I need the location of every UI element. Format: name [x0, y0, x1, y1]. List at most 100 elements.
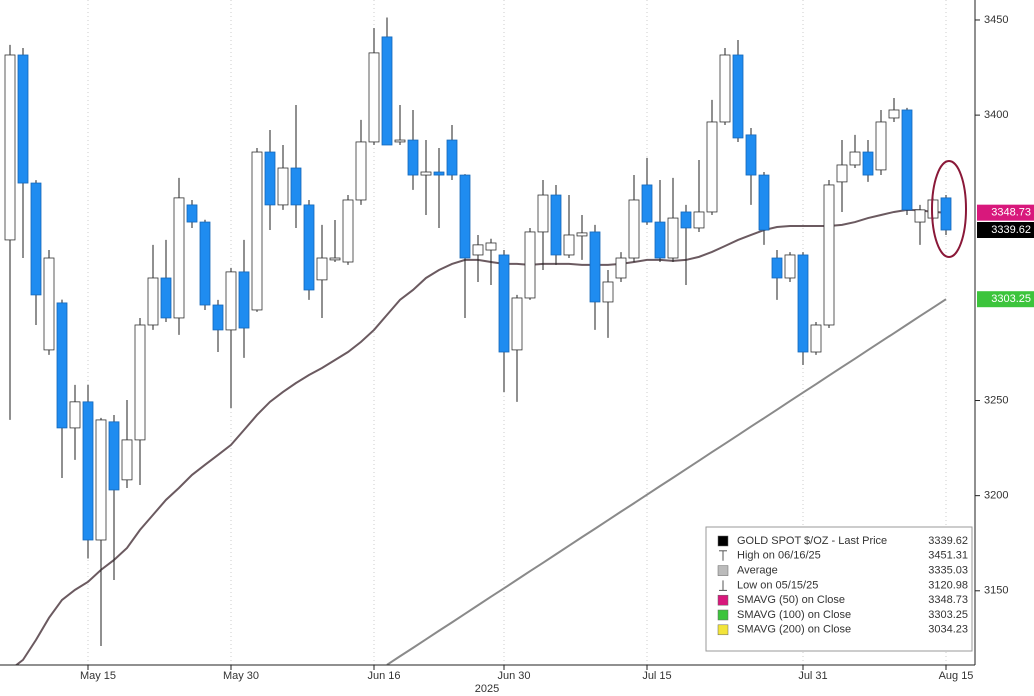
- candle-body: [459, 174, 471, 259]
- candle-body: [160, 277, 172, 319]
- candle-body: [329, 257, 341, 261]
- candle-body: [498, 254, 510, 353]
- candle-body: [342, 199, 354, 263]
- legend-label: Average: [737, 565, 778, 577]
- x-tick-label: Aug 15: [939, 670, 974, 682]
- legend-label: SMAVG (100) on Close: [737, 609, 851, 621]
- candle-body: [225, 271, 237, 331]
- candle-body: [472, 244, 484, 256]
- candle-body: [355, 141, 367, 201]
- legend-value: 3303.25: [928, 609, 968, 621]
- legend-value: 3348.73: [928, 594, 968, 606]
- candle-body: [914, 209, 926, 223]
- candle-body: [901, 109, 913, 211]
- candle-body: [238, 271, 250, 329]
- candles-layer: [4, 17, 952, 647]
- candle-body: [706, 121, 718, 213]
- candle-body: [784, 254, 796, 279]
- price-tag: [977, 291, 1034, 308]
- candle-body: [719, 54, 731, 123]
- candle-body: [732, 54, 744, 139]
- legend-label: GOLD SPOT $/OZ - Last Price: [737, 535, 887, 547]
- candle-body: [485, 242, 497, 251]
- candle-body: [745, 134, 757, 176]
- candle-body: [940, 197, 952, 231]
- candle-body: [95, 419, 107, 541]
- legend-box: [705, 526, 973, 652]
- legend-swatch: [717, 609, 729, 621]
- candle-body: [394, 139, 406, 143]
- y-tick-label: 3250: [984, 394, 1008, 406]
- highlight-ellipse: [931, 160, 967, 258]
- candle-body: [368, 52, 380, 143]
- candle-body: [108, 421, 120, 491]
- x-tick-label: Jul 31: [798, 670, 827, 682]
- candle-body: [17, 54, 29, 184]
- x-axis-year: 2025: [475, 683, 499, 695]
- candle-body: [251, 151, 263, 311]
- x-tick-label: Jul 15: [642, 670, 671, 682]
- legend-value: 3339.62: [928, 535, 968, 547]
- candle-body: [433, 171, 445, 176]
- candle-body: [4, 54, 16, 241]
- candle-body: [550, 194, 562, 256]
- candle-body: [381, 36, 393, 146]
- candle-body: [303, 204, 315, 291]
- candle-body: [654, 221, 666, 259]
- legend-swatch: [717, 594, 729, 606]
- legend-label: SMAVG (200) on Close: [737, 624, 851, 636]
- candle-body: [199, 221, 211, 306]
- candle-body: [758, 174, 770, 231]
- candle-body: [69, 401, 81, 429]
- legend-value: 3451.31: [928, 550, 968, 562]
- candle-body: [290, 167, 302, 206]
- candle-body: [186, 204, 198, 223]
- candle-body: [641, 184, 653, 223]
- y-tick-label: 3200: [984, 490, 1008, 502]
- candle-body: [667, 217, 679, 259]
- candle-body: [602, 281, 614, 303]
- legend-label: SMAVG (50) on Close: [737, 594, 845, 606]
- candle-body: [693, 211, 705, 229]
- price-tag: [977, 222, 1034, 239]
- candle-body: [264, 151, 276, 206]
- candle-body: [511, 297, 523, 351]
- candle-body: [121, 439, 133, 481]
- candle-body: [212, 304, 224, 331]
- price-tag-label: 3303.25: [991, 293, 1031, 305]
- candle-body: [173, 197, 185, 319]
- candle-body: [836, 164, 848, 183]
- candle-body: [134, 324, 146, 441]
- x-tick-label: Jun 30: [497, 670, 530, 682]
- legend-swatch: [717, 535, 729, 547]
- candle-body: [576, 232, 588, 237]
- candle-body: [810, 324, 822, 353]
- price-tag: [977, 204, 1034, 221]
- legend-swatch: [717, 624, 729, 636]
- axis-layer: 3150 3200 3250 3400 3450 May 15 May 30 Jun 16 Ju…: [80, 14, 1009, 682]
- candle-body: [862, 151, 874, 176]
- candle-body: [82, 401, 94, 541]
- candle-body: [277, 167, 289, 206]
- candle-body: [30, 182, 42, 296]
- price-tag-label: 3348.73: [991, 207, 1031, 219]
- candle-body: [888, 109, 900, 119]
- candle-body: [797, 254, 809, 353]
- legend-label: High on 06/16/25: [737, 550, 821, 562]
- candle-body: [537, 194, 549, 233]
- candle-body: [147, 277, 159, 326]
- candle-body: [407, 139, 419, 176]
- candle-body: [563, 234, 575, 256]
- candle-body: [615, 257, 627, 279]
- candle-body: [628, 199, 640, 259]
- legend-value: 3335.03: [928, 565, 968, 577]
- candle-body: [771, 257, 783, 279]
- candle-body: [849, 151, 861, 166]
- legend-value: 3120.98: [928, 579, 968, 591]
- x-tick-label: Jun 16: [367, 670, 400, 682]
- candle-body: [420, 171, 432, 176]
- legend-value: 3034.23: [928, 624, 968, 636]
- candle-body: [524, 231, 536, 299]
- price-tag-label: 3339.62: [991, 224, 1031, 236]
